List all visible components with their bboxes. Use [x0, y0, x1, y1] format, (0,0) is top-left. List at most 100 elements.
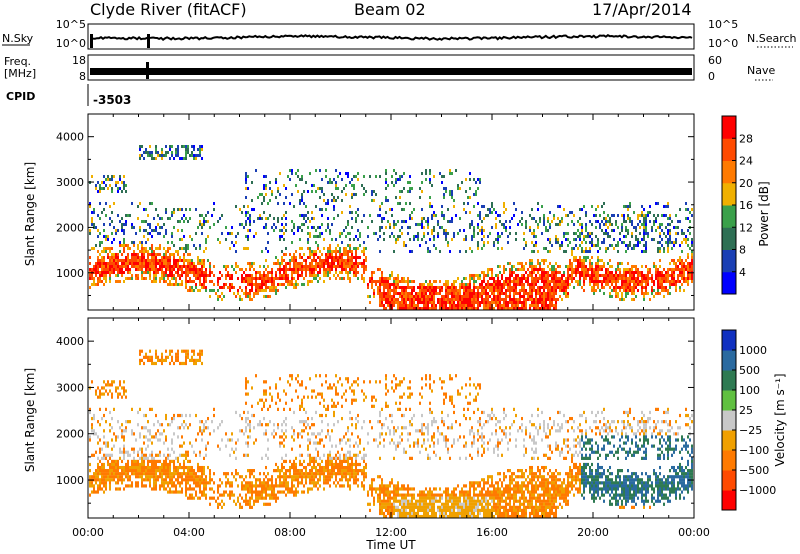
power-cell — [337, 256, 339, 259]
power-cell — [99, 265, 101, 268]
power-cell — [111, 175, 113, 178]
power-cell — [521, 283, 523, 286]
power-cell — [347, 232, 349, 235]
power-cell — [603, 223, 605, 226]
power-cell — [287, 262, 289, 265]
power-cell — [491, 205, 493, 208]
power-cell — [599, 265, 601, 268]
power-cell — [335, 199, 337, 202]
power-cell — [347, 262, 349, 265]
power-cell — [319, 259, 321, 262]
power-cell — [543, 262, 545, 265]
power-cell — [687, 262, 689, 265]
power-cell — [163, 235, 165, 238]
power-cell — [669, 232, 671, 235]
power-cell — [121, 223, 123, 226]
power-cell — [113, 268, 115, 271]
power-cell — [319, 277, 321, 280]
power-cell — [331, 259, 333, 262]
power-cell — [515, 301, 517, 304]
velocity-cell — [203, 490, 205, 494]
power-cell — [427, 232, 429, 235]
power-cell — [459, 307, 461, 310]
power-cell — [395, 292, 397, 295]
power-cell — [159, 262, 161, 265]
power-cell — [321, 190, 323, 193]
power-cell — [199, 271, 201, 274]
power-cell — [353, 256, 355, 259]
power-cell — [595, 208, 597, 211]
power-cell — [139, 157, 141, 160]
power-cell — [133, 265, 135, 268]
power-cell — [249, 292, 251, 295]
power-cell — [273, 283, 275, 286]
velocity-cell — [95, 472, 97, 476]
power-cell — [351, 217, 353, 220]
power-cell — [503, 298, 505, 301]
power-cell — [329, 232, 331, 235]
power-cell — [127, 259, 129, 262]
velocity-cell — [155, 472, 157, 476]
power-cell — [307, 280, 309, 283]
power-cell — [617, 292, 619, 295]
power-cell — [167, 274, 169, 277]
power-cell — [281, 217, 283, 220]
power-cell — [533, 307, 535, 310]
power-cell — [315, 235, 317, 238]
power-cell — [267, 271, 269, 274]
velocity-cell — [253, 441, 255, 445]
velocity-cell — [185, 361, 187, 366]
power-cell — [679, 220, 681, 223]
power-cell — [281, 268, 283, 271]
power-cell — [529, 286, 531, 289]
noise-right-tick-top: 10^5 — [708, 18, 738, 31]
power-cell — [669, 214, 671, 217]
velocity-cell — [109, 389, 111, 393]
power-cell — [615, 283, 617, 286]
power-cell — [585, 277, 587, 280]
power-cell — [245, 172, 247, 175]
power-cell — [403, 208, 405, 211]
power-cell — [139, 229, 141, 232]
power-cell — [213, 223, 215, 226]
power-cell — [655, 265, 657, 268]
power-cell — [185, 274, 187, 277]
power-cell — [133, 241, 135, 244]
power-cell — [597, 277, 599, 280]
power-cell — [293, 253, 295, 256]
power-cell — [497, 280, 499, 283]
velocity-cell — [183, 349, 185, 353]
power-cell — [199, 223, 201, 226]
power-cell — [679, 262, 681, 265]
power-cell — [187, 271, 189, 274]
power-cell — [539, 295, 541, 298]
power-cell — [589, 268, 591, 271]
power-cell — [337, 259, 339, 262]
power-cell — [123, 232, 125, 235]
velocity-cell — [145, 426, 147, 430]
power-cell — [669, 262, 671, 265]
velocity-cell — [101, 447, 103, 451]
power-cell — [603, 211, 605, 214]
velocity-cell — [145, 447, 147, 451]
velocity-cell — [199, 481, 201, 485]
power-cell — [633, 244, 635, 247]
power-cell — [615, 244, 617, 247]
velocity-cell — [131, 465, 133, 470]
power-cell — [201, 223, 203, 226]
power-cell — [335, 259, 337, 262]
velocity-cell — [217, 490, 219, 494]
power-cell — [159, 265, 161, 268]
power-cell — [327, 247, 329, 250]
power-cell — [309, 220, 311, 223]
power-cell — [443, 283, 445, 286]
power-colorbar-segment — [722, 138, 736, 161]
velocity-cell — [139, 352, 141, 356]
power-cell — [179, 238, 181, 241]
power-cell — [221, 286, 223, 289]
power-cell — [195, 232, 197, 235]
power-cell — [595, 274, 597, 277]
power-cell — [659, 259, 661, 262]
velocity-cell — [199, 469, 201, 473]
power-cell — [281, 223, 283, 226]
